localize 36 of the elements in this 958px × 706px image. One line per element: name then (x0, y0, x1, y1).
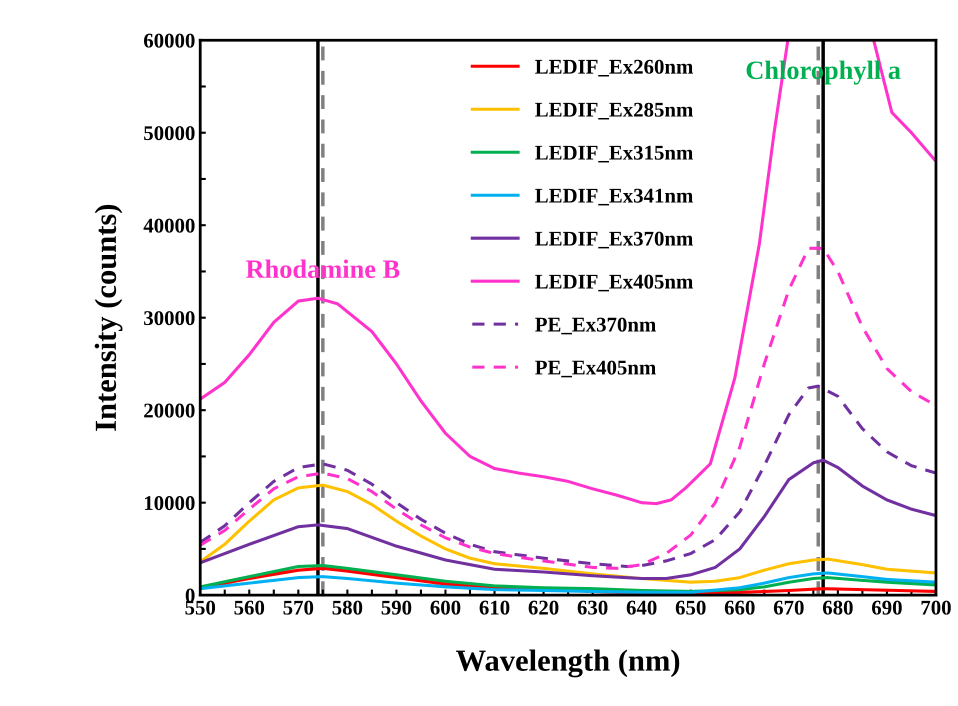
x-tick-label: 560 (234, 600, 264, 615)
legend-label: PE_Ex370nm (535, 318, 656, 334)
y-tick-label: 20000 (144, 404, 195, 418)
x-tick-label: 600 (430, 600, 460, 615)
x-tick-label: 690 (872, 600, 902, 615)
legend-label: LEDIF_Ex341nm (535, 188, 693, 206)
legend-label: LEDIF_Ex370nm (535, 232, 693, 248)
legend-label: LEDIF_Ex285nm (535, 102, 693, 120)
x-tick-label: 620 (528, 600, 558, 615)
x-tick-label: 650 (676, 600, 706, 615)
y-tick-label: 10000 (144, 496, 195, 510)
legend-label: LEDIF_Ex315nm (535, 146, 693, 162)
line-series (200, 571, 936, 594)
x-tick-label: 550 (185, 600, 216, 615)
x-axis-title: Wavelength (nm) (456, 649, 680, 678)
x-tick-label: 680 (822, 600, 853, 615)
line-series (200, 458, 936, 580)
x-tick-label: 630 (578, 600, 608, 615)
y-tick-label: 40000 (144, 218, 195, 233)
x-tick-label: 660 (724, 600, 755, 615)
legend-label: PE_Ex405nm (535, 360, 656, 378)
line-series (200, 484, 936, 584)
legend-label: LEDIF_Ex405nm (535, 274, 693, 292)
y-tick-label: 60000 (144, 34, 195, 48)
x-tick-label: 570 (284, 600, 314, 615)
legend-label: LEDIF_Ex260nm (535, 60, 693, 76)
y-tick-label: 50000 (144, 126, 195, 140)
x-tick-label: 580 (332, 600, 362, 615)
y-tick-label: 30000 (144, 311, 195, 326)
y-axis-title: Intensity (counts) (94, 204, 122, 431)
x-tick-label: 640 (626, 600, 656, 615)
x-tick-label: 700 (922, 600, 951, 615)
x-tick-label: 590 (382, 600, 412, 615)
x-tick-label: 610 (480, 600, 510, 615)
x-tick-label: 670 (774, 600, 804, 615)
line-series (200, 384, 936, 568)
